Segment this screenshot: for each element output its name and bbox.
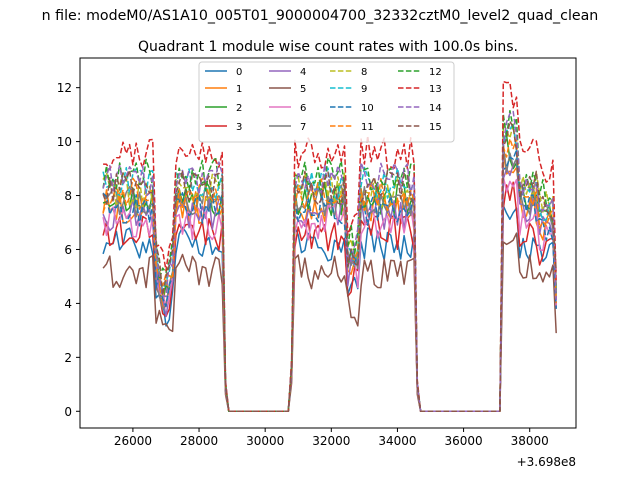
legend-label-13: 13 — [429, 84, 442, 95]
legend-label-3: 3 — [236, 122, 242, 133]
legend-label-11: 11 — [361, 122, 374, 133]
x-tick-label: 34000 — [378, 434, 416, 448]
chart-title: Quadrant 1 module wise count rates with … — [138, 39, 518, 55]
series-line-13 — [103, 80, 557, 413]
legend-label-0: 0 — [236, 67, 242, 78]
legend-label-2: 2 — [236, 103, 242, 114]
x-tick-label: 30000 — [246, 434, 284, 448]
legend-label-14: 14 — [429, 103, 442, 114]
y-tick-label: 10 — [57, 135, 72, 149]
x-axis: 26000 28000 30000 32000 34000 36000 38000 — [114, 428, 549, 448]
x-tick-label: 26000 — [114, 434, 152, 448]
series-line-12 — [102, 109, 557, 413]
y-tick-label: 12 — [57, 81, 72, 95]
x-tick-label: 36000 — [444, 434, 482, 448]
x-axis-offset-label: +3.698e8 — [517, 455, 576, 469]
legend-label-9: 9 — [361, 84, 367, 95]
legend-label-1: 1 — [236, 84, 242, 95]
legend-label-4: 4 — [300, 67, 306, 78]
legend-label-15: 15 — [429, 122, 442, 133]
legend-frame — [198, 61, 455, 143]
y-tick-label: 2 — [64, 351, 72, 365]
legend-label-10: 10 — [361, 103, 374, 114]
y-tick-label: 0 — [64, 405, 72, 419]
x-tick-label: 38000 — [511, 434, 549, 448]
y-tick-label: 6 — [64, 243, 72, 257]
series-layer — [102, 80, 557, 413]
y-tick-label: 4 — [64, 297, 72, 311]
x-tick-label: 28000 — [180, 434, 218, 448]
figure-suptitle: n file: modeM0/AS1A10_005T01_9000004700_… — [42, 8, 599, 24]
legend-label-8: 8 — [361, 67, 367, 78]
plot-frame — [79, 57, 577, 429]
legend-label-6: 6 — [300, 103, 306, 114]
y-axis: 0 2 4 6 8 10 12 — [57, 81, 80, 419]
legend-label-5: 5 — [300, 84, 306, 95]
x-tick-label: 32000 — [312, 434, 350, 448]
legend-label-12: 12 — [429, 67, 442, 78]
y-tick-label: 8 — [64, 189, 72, 203]
series-line-14 — [102, 110, 557, 413]
legend-label-7: 7 — [300, 122, 306, 133]
